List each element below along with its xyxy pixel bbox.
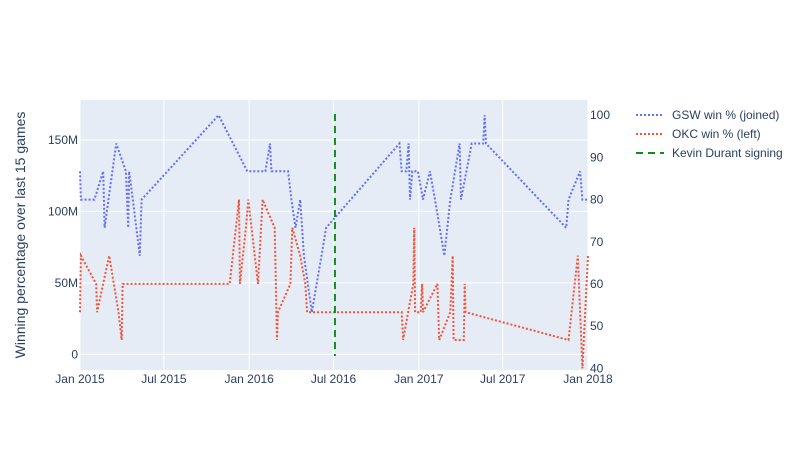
y-left-tick-label: 0 [71, 347, 78, 361]
x-tick-label: Jul 2015 [141, 372, 187, 386]
x-tick-label: Jul 2017 [480, 372, 526, 386]
y-right-tick-label: 50 [590, 319, 604, 333]
y-left-tick-label: 50M [55, 276, 78, 290]
x-tick-label: Jul 2016 [311, 372, 357, 386]
y-right-tick-label: 60 [590, 277, 604, 291]
x-tick-label: Jan 2017 [394, 372, 444, 386]
legend-item-okc[interactable]: OKC win % (left) [636, 127, 761, 141]
y-right-axis-ticks: 40 50 60 70 80 90 100 [590, 108, 610, 375]
series-lines [79, 113, 589, 369]
y-left-axis-ticks: 0 50M 100M 150M [48, 133, 78, 361]
legend[interactable]: GSW win % (joined) OKC win % (left) Kevin … [636, 108, 783, 160]
series-line-gsw [79, 113, 588, 313]
x-tick-label: Jan 2016 [224, 372, 274, 386]
y-right-tick-label: 40 [590, 361, 604, 375]
legend-label: GSW win % (joined) [672, 108, 779, 122]
legend-label: OKC win % (left) [672, 127, 761, 141]
y-axis-title: Winning percentage over last 15 games [12, 112, 28, 359]
x-tick-label: Jan 2018 [563, 372, 613, 386]
legend-item-gsw[interactable]: GSW win % (joined) [636, 108, 779, 122]
series-line-okc [79, 199, 589, 369]
y-left-tick-label: 100M [48, 204, 78, 218]
y-right-tick-label: 90 [590, 150, 604, 164]
x-tick-label: Jan 2015 [55, 372, 105, 386]
y-right-tick-label: 100 [590, 108, 610, 122]
y-left-tick-label: 150M [48, 133, 78, 147]
legend-label: Kevin Durant signing [672, 146, 783, 160]
y-right-tick-label: 80 [590, 193, 604, 207]
y-right-tick-label: 70 [590, 235, 604, 249]
x-axis-ticks: Jan 2015 Jul 2015 Jan 2016 Jul 2016 Jan 2017… [55, 372, 613, 386]
legend-item-kevin-durant[interactable]: Kevin Durant signing [636, 146, 783, 160]
